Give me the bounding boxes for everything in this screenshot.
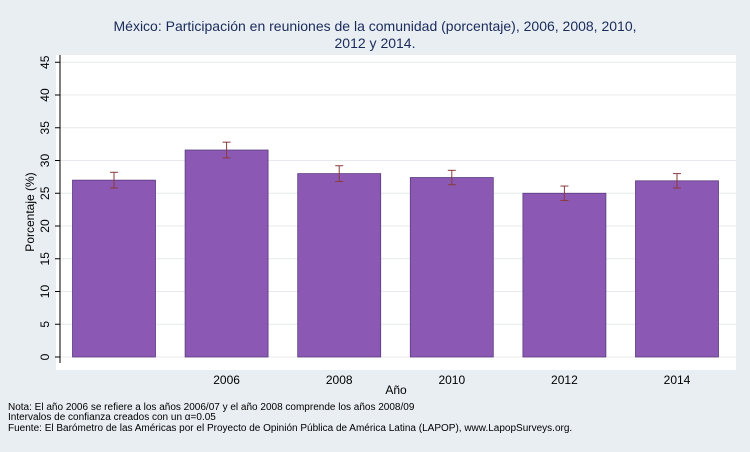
y-axis-label: Porcentaje (%) bbox=[23, 172, 37, 251]
bar bbox=[409, 177, 494, 358]
chart-title-line1: México: Participación en reuniones de la… bbox=[114, 18, 637, 34]
plot-area bbox=[56, 55, 736, 370]
grid-lines bbox=[60, 61, 736, 358]
y-tick-label: 35 bbox=[38, 121, 52, 135]
y-tick-label: 15 bbox=[38, 252, 52, 266]
y-tick-label: 30 bbox=[38, 154, 52, 168]
note-line-1: Nota: El año 2006 se refiere a los años … bbox=[8, 402, 415, 413]
note-line-2: Intervalos de confianza creados con un α… bbox=[8, 412, 216, 423]
bar bbox=[522, 192, 607, 358]
x-tick-label: 2010 bbox=[438, 373, 465, 387]
y-tick-label: 10 bbox=[38, 285, 52, 299]
note-line-3: Fuente: El Barómetro de las Américas por… bbox=[8, 423, 572, 434]
bar bbox=[184, 149, 269, 358]
bar bbox=[72, 179, 156, 358]
bar bbox=[635, 180, 719, 358]
x-tick-label: 2014 bbox=[664, 373, 691, 387]
x-tick-labels: 2006 2008 2010 2012 2014 bbox=[213, 373, 690, 387]
y-tick-label: 20 bbox=[38, 219, 52, 233]
y-tick-label: 45 bbox=[38, 55, 52, 69]
chart-title-line2: 2012 y 2014. bbox=[335, 35, 416, 51]
bar-group bbox=[72, 149, 719, 358]
bar bbox=[297, 173, 382, 358]
y-tick-label: 5 bbox=[38, 321, 52, 328]
x-axis-label: Año bbox=[385, 383, 407, 397]
y-tick-label: 0 bbox=[38, 353, 52, 360]
y-ticks: 0 5 10 15 20 25 30 35 40 45 bbox=[38, 55, 60, 360]
y-tick-label: 40 bbox=[38, 88, 52, 102]
error-bar-group bbox=[110, 141, 681, 201]
x-tick-label: 2008 bbox=[326, 373, 353, 387]
x-tick-label: 2012 bbox=[551, 373, 578, 387]
x-tick-label: 2006 bbox=[213, 373, 240, 387]
y-tick-label: 25 bbox=[38, 186, 52, 200]
